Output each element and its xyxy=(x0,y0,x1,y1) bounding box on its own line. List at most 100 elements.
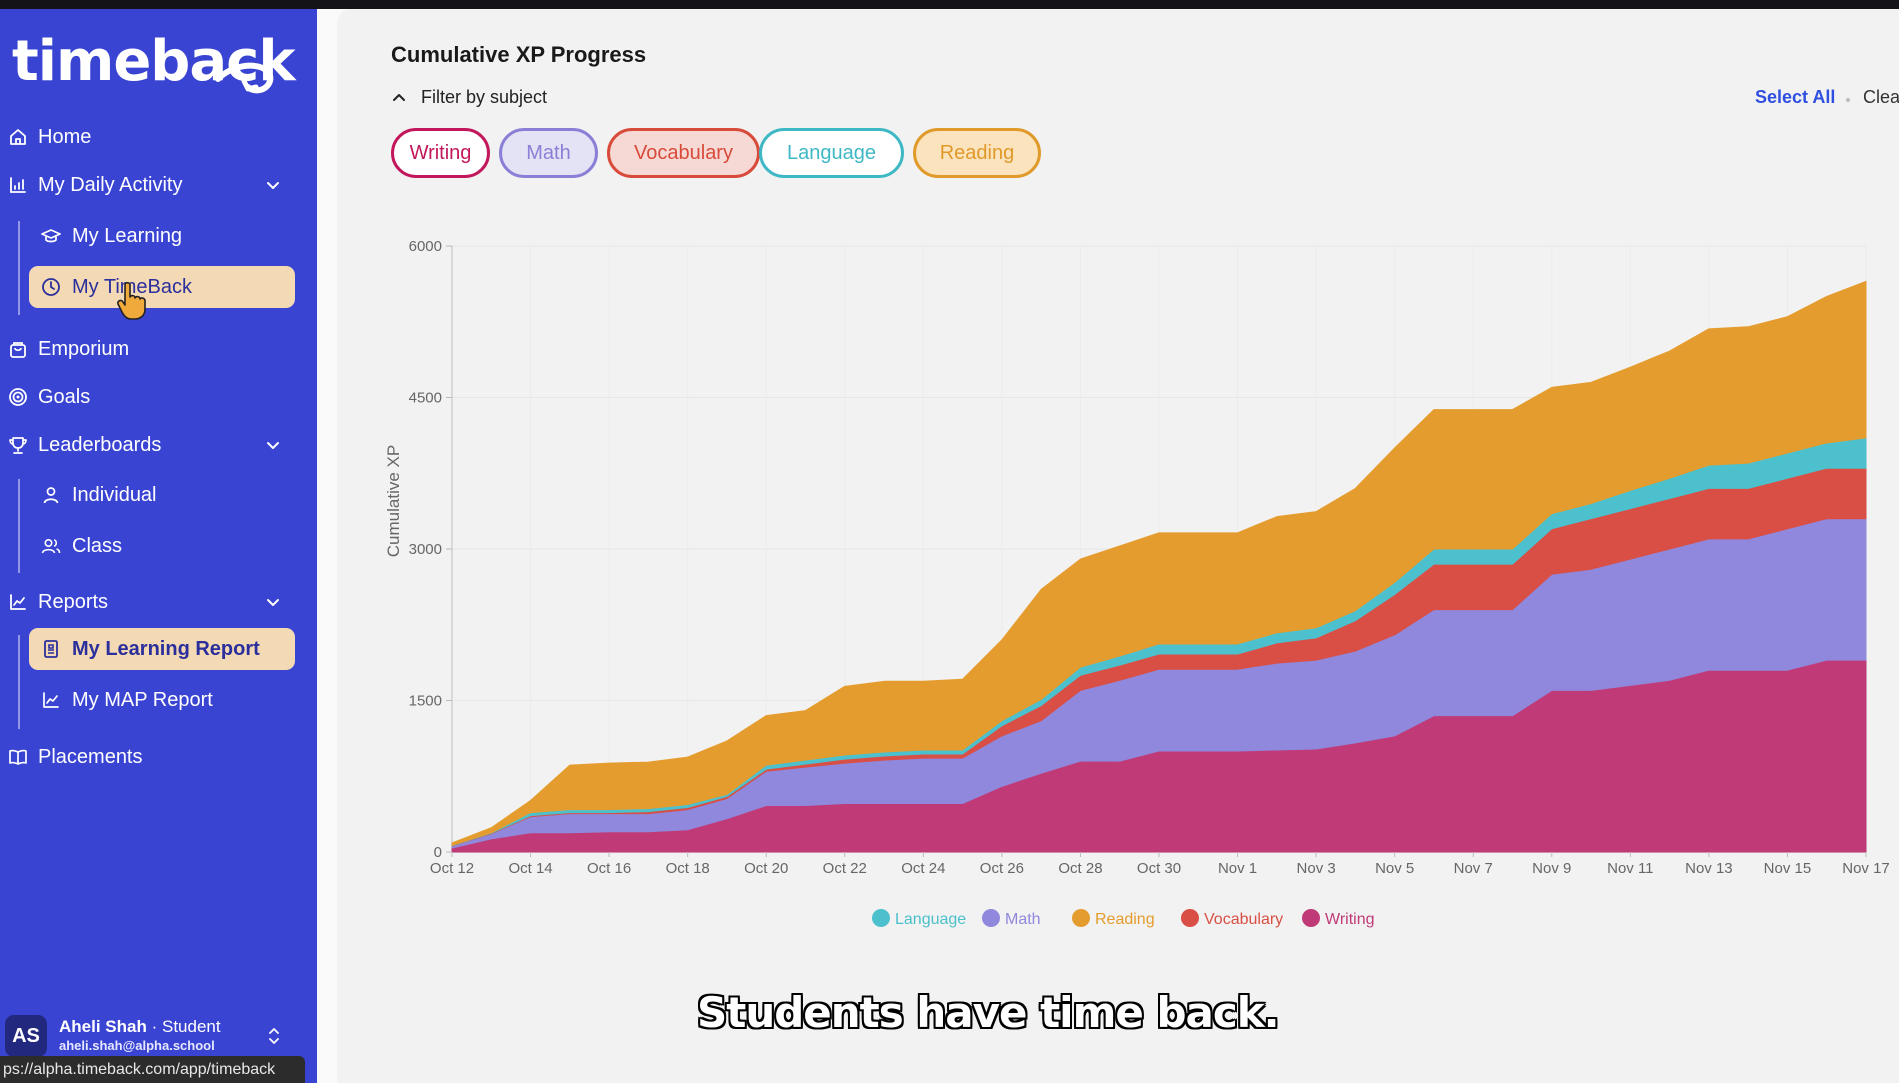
x-tick-label: Oct 22 xyxy=(823,860,867,877)
chevron-up-icon xyxy=(393,93,405,101)
x-tick-label: Nov 1 xyxy=(1218,860,1257,877)
x-tick-label: Nov 3 xyxy=(1297,860,1336,877)
sidebar-item-label: Emporium xyxy=(38,337,130,360)
trophy-icon xyxy=(9,437,27,454)
top-bar xyxy=(0,0,1899,9)
chevron-down-icon[interactable] xyxy=(264,436,282,454)
video-caption: Students have time back. xyxy=(697,988,1280,1037)
tree-line xyxy=(18,221,20,315)
chevron-down-icon[interactable] xyxy=(264,176,282,194)
reports-chart-icon xyxy=(10,594,26,610)
status-bar-url: ps://alpha.timeback.com/app/timeback xyxy=(0,1056,305,1083)
sidebar-item-class[interactable]: Class xyxy=(29,525,295,567)
chevron-up-down-icon[interactable] xyxy=(267,1025,281,1047)
sidebar-item-goals[interactable]: Goals xyxy=(0,375,317,419)
sidebar-item-label: Home xyxy=(38,125,92,148)
area-series-reading xyxy=(451,280,1867,846)
sidebar-item-label: Class xyxy=(72,534,123,557)
x-tick-label: Oct 16 xyxy=(587,860,631,877)
y-axis-label: Cumulative XP xyxy=(384,445,403,557)
filter-by-subject-toggle[interactable]: Filter by subject xyxy=(391,87,547,108)
select-all-button[interactable]: Select All xyxy=(1755,87,1836,107)
sidebar-item-reports[interactable]: Reports xyxy=(0,580,317,624)
shopping-bag-icon xyxy=(10,342,26,358)
sidebar-item-leaderboards[interactable]: Leaderboards xyxy=(0,423,317,467)
clear-button[interactable]: Clear xyxy=(1863,87,1899,107)
sidebar-item-my-map-report[interactable]: My MAP Report xyxy=(29,679,295,721)
x-tick-label: Oct 12 xyxy=(430,860,474,877)
sidebar-item-my-timeback[interactable]: My TimeBack xyxy=(29,266,295,308)
separator-dot xyxy=(1846,98,1850,102)
subject-pill-reading[interactable]: Reading xyxy=(913,128,1041,178)
sidebar-item-label: My Learning xyxy=(72,224,183,247)
logo-swoosh-icon xyxy=(215,62,274,94)
legend-label-writing: Writing xyxy=(1325,911,1375,928)
x-tick-label: Oct 30 xyxy=(1137,860,1181,877)
sidebar-item-label: My TimeBack xyxy=(72,275,193,298)
graduation-cap-icon xyxy=(41,229,61,243)
legend-label-math: Math xyxy=(1005,911,1041,928)
y-tick-label: 4500 xyxy=(409,390,442,407)
legend-label-reading: Reading xyxy=(1095,911,1155,928)
x-tick-label: Nov 5 xyxy=(1375,860,1414,877)
x-tick-label: Nov 7 xyxy=(1454,860,1493,877)
logo[interactable]: timeback xyxy=(12,29,296,94)
sidebar-item-label: My MAP Report xyxy=(72,688,213,711)
sidebar-item-label: Individual xyxy=(72,483,157,506)
x-tick-label: Oct 14 xyxy=(508,860,552,877)
avatar: AS xyxy=(5,1015,47,1057)
legend-swatch-language xyxy=(872,909,890,927)
y-tick-label: 0 xyxy=(434,844,442,861)
x-tick-label: Nov 13 xyxy=(1685,860,1733,877)
book-open-icon xyxy=(9,749,27,765)
subject-pill-writing[interactable]: Writing xyxy=(391,128,490,178)
x-tick-label: Oct 24 xyxy=(901,860,945,877)
user-profile[interactable]: AS Aheli Shah · Student aheli.shah@alpha… xyxy=(5,1015,305,1059)
cumulative-xp-chart: 0 1500 3000 4500 6000 Oct 12 Oct 14 Oct 16 Oct 1… xyxy=(384,238,1890,928)
chart-card: Cumulative XP Progress Filter by subject… xyxy=(337,9,1899,1083)
sidebar-item-my-daily-activity[interactable]: My Daily Activity xyxy=(0,163,317,207)
x-tick-label: Oct 28 xyxy=(1058,860,1102,877)
chart-title: Cumulative XP Progress xyxy=(391,42,647,67)
y-tick-label: 3000 xyxy=(409,541,442,558)
sidebar-item-my-learning-report[interactable]: My Learning Report xyxy=(29,628,295,670)
subject-pill-vocabulary[interactable]: Vocabulary xyxy=(607,128,760,178)
x-tick-label: Oct 20 xyxy=(744,860,788,877)
legend-swatch-vocabulary xyxy=(1181,909,1199,927)
y-tick-label: 1500 xyxy=(409,693,442,710)
legend-swatch-writing xyxy=(1302,909,1320,927)
x-tick-label: Nov 11 xyxy=(1607,860,1653,877)
user-icon xyxy=(43,487,59,504)
x-tick-label: Nov 9 xyxy=(1532,860,1571,877)
user-name-line: Aheli Shah · Student xyxy=(59,1017,221,1037)
sidebar-item-home[interactable]: Home xyxy=(0,115,317,159)
sidebar-item-my-learning[interactable]: My Learning xyxy=(29,215,295,257)
sidebar: timeback Home My Daily Activity My Learn… xyxy=(0,9,317,1083)
legend-swatch-math xyxy=(982,909,1000,927)
main-content: Cumulative XP Progress Filter by subject… xyxy=(317,9,1899,1083)
hand-cursor-icon xyxy=(117,281,146,320)
line-chart-icon xyxy=(43,692,59,708)
y-tick-label: 6000 xyxy=(409,238,442,255)
sidebar-item-individual[interactable]: Individual xyxy=(29,474,295,516)
x-tick-label: Oct 18 xyxy=(666,860,710,877)
subject-pill-language[interactable]: Language xyxy=(759,128,904,178)
sidebar-item-label: Leaderboards xyxy=(38,433,162,456)
target-icon xyxy=(9,388,27,406)
sidebar-item-emporium[interactable]: Emporium xyxy=(0,327,317,371)
user-name: Aheli Shah xyxy=(59,1017,147,1036)
sidebar-item-placements[interactable]: Placements xyxy=(0,735,317,779)
x-tick-label: Oct 26 xyxy=(980,860,1024,877)
activity-chart-icon xyxy=(10,177,26,193)
sidebar-item-label: My Daily Activity xyxy=(38,173,183,196)
user-role: · Student xyxy=(151,1017,221,1036)
legend-swatch-reading xyxy=(1072,909,1090,927)
sidebar-item-label: My Learning Report xyxy=(72,637,260,660)
sidebar-item-label: Reports xyxy=(38,590,109,613)
users-icon xyxy=(41,538,61,554)
x-tick-label: Nov 17 xyxy=(1842,860,1890,877)
tree-line xyxy=(18,635,20,729)
subject-pill-math[interactable]: Math xyxy=(499,128,598,178)
chevron-down-icon[interactable] xyxy=(264,593,282,611)
x-tick-label: Nov 15 xyxy=(1764,860,1812,877)
